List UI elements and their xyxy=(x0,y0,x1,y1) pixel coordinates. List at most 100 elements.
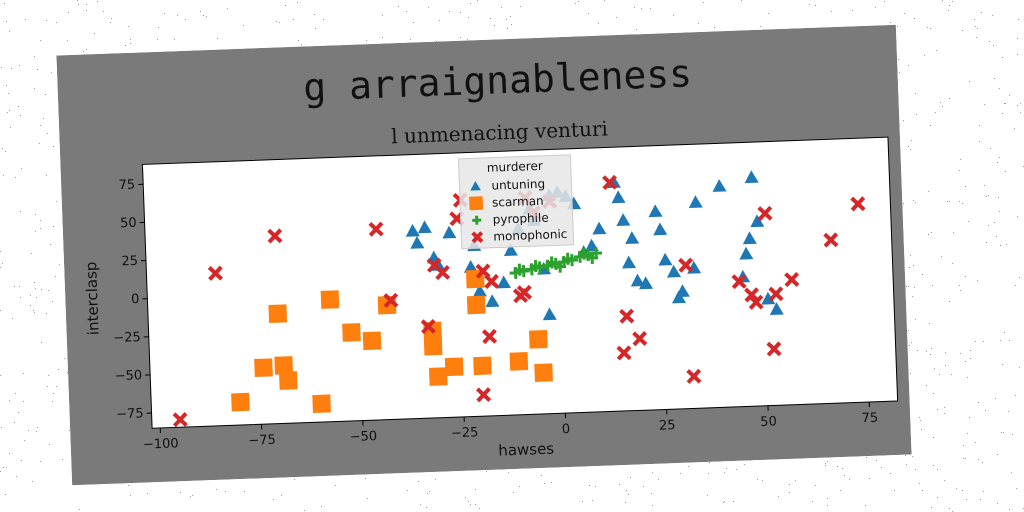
data-point-monophonic xyxy=(207,265,223,281)
data-point-monophonic xyxy=(516,284,533,301)
data-point-untuning xyxy=(658,252,673,266)
data-point-monophonic xyxy=(476,387,492,403)
data-point-untuning xyxy=(742,231,757,245)
data-point-untuning xyxy=(675,284,690,298)
data-point-monophonic xyxy=(678,257,694,273)
data-point-untuning xyxy=(744,170,759,184)
data-point-scarman xyxy=(231,392,250,412)
data-point-untuning xyxy=(485,294,500,308)
data-point-scarman xyxy=(362,331,382,351)
data-point-untuning xyxy=(688,195,703,209)
data-point-pyrophile xyxy=(553,260,567,273)
x-tick-label: −100 xyxy=(143,436,179,452)
data-point-monophonic xyxy=(420,318,436,335)
data-point-scarman xyxy=(428,367,448,386)
data-points xyxy=(172,170,866,428)
legend-label-monophonic: monophonic xyxy=(493,227,568,244)
data-point-monophonic xyxy=(632,331,648,347)
data-point-untuning xyxy=(630,273,645,287)
data-point-untuning xyxy=(625,231,640,244)
x-axis-label: hawses xyxy=(498,440,555,460)
data-point-untuning xyxy=(542,307,557,321)
data-point-scarman xyxy=(423,336,443,356)
data-point-untuning xyxy=(639,276,654,290)
data-point-untuning xyxy=(417,220,432,234)
data-point-untuning xyxy=(463,259,478,273)
legend-marker-scarman xyxy=(469,196,484,211)
data-point-untuning xyxy=(769,302,784,316)
data-point-monophonic xyxy=(850,196,866,212)
data-point-untuning xyxy=(667,264,682,278)
data-point-monophonic xyxy=(619,308,635,324)
data-point-monophonic xyxy=(784,272,800,288)
axis-ticks: −100 −75 −50 −25 0 25 50 75 −75 −50 −25 0 25 50 75 xyxy=(113,178,878,453)
x-tick-label: 25 xyxy=(659,418,676,434)
data-point-monophonic xyxy=(435,264,451,281)
data-point-monophonic xyxy=(172,412,188,428)
data-point-monophonic xyxy=(768,286,784,302)
data-point-untuning xyxy=(410,235,425,249)
data-point-untuning xyxy=(611,190,626,204)
data-point-scarman xyxy=(254,358,273,378)
data-point-monophonic xyxy=(823,232,839,248)
x-tick-label: −25 xyxy=(451,425,479,441)
legend-marker-monophonic xyxy=(471,231,484,244)
y-tick-label: −75 xyxy=(116,406,144,422)
y-tick-label: −25 xyxy=(113,330,141,346)
data-point-untuning xyxy=(442,225,457,239)
legend-frame xyxy=(457,154,575,250)
data-point-scarman xyxy=(312,394,331,414)
y-tick-label: 25 xyxy=(121,254,138,270)
data-point-pyrophile xyxy=(529,260,542,273)
x-tick-label: 0 xyxy=(562,422,571,437)
data-point-untuning xyxy=(472,284,487,297)
data-point-monophonic xyxy=(744,287,760,303)
legend-marker-pyrophile xyxy=(472,215,482,225)
legend-label-untuning: untuning xyxy=(491,177,545,193)
data-point-monophonic xyxy=(602,174,618,191)
data-point-scarman xyxy=(466,295,486,315)
x-tick-label: 75 xyxy=(861,411,878,427)
data-point-untuning xyxy=(503,243,518,257)
data-point-monophonic xyxy=(748,294,764,310)
data-point-untuning xyxy=(497,275,512,289)
data-point-monophonic xyxy=(267,228,283,244)
data-point-scarman xyxy=(274,356,294,375)
y-tick-label: 50 xyxy=(120,216,137,232)
data-point-untuning xyxy=(739,246,754,260)
data-point-scarman xyxy=(473,356,492,376)
data-point-untuning xyxy=(712,179,727,192)
data-point-untuning xyxy=(750,214,765,228)
x-tick-label: −75 xyxy=(248,433,276,449)
legend-label-pyrophile: pyrophile xyxy=(492,211,548,227)
legend-title: murderer xyxy=(487,159,544,175)
data-point-untuning xyxy=(405,223,420,237)
data-point-scarman xyxy=(342,323,361,342)
x-tick-label: −50 xyxy=(349,429,377,445)
data-point-scarman xyxy=(444,357,464,377)
data-point-untuning xyxy=(761,291,776,305)
chart-svg: g arraignableness l unmenacing venturi −… xyxy=(56,24,912,486)
data-point-monophonic xyxy=(686,368,702,384)
data-point-scarman xyxy=(268,304,288,324)
data-point-untuning xyxy=(622,255,637,269)
data-point-pyrophile xyxy=(577,247,590,260)
data-point-scarman xyxy=(320,290,340,309)
data-point-scarman xyxy=(529,329,548,349)
data-point-pyrophile xyxy=(513,263,526,276)
data-point-monophonic xyxy=(484,273,500,290)
data-point-untuning xyxy=(648,204,663,218)
data-point-pyrophile xyxy=(586,251,599,264)
data-point-monophonic xyxy=(368,221,384,237)
y-tick-label: 0 xyxy=(131,292,140,307)
plot-area xyxy=(141,136,899,429)
data-point-monophonic xyxy=(757,205,773,221)
y-tick-label: −50 xyxy=(114,368,142,384)
data-point-scarman xyxy=(278,371,298,390)
data-point-untuning xyxy=(616,213,631,226)
data-point-scarman xyxy=(509,352,529,371)
data-point-monophonic xyxy=(616,345,632,361)
y-tick-label: 75 xyxy=(118,178,135,194)
data-point-monophonic xyxy=(383,292,399,308)
legend-label-scarman: scarman xyxy=(492,194,544,210)
